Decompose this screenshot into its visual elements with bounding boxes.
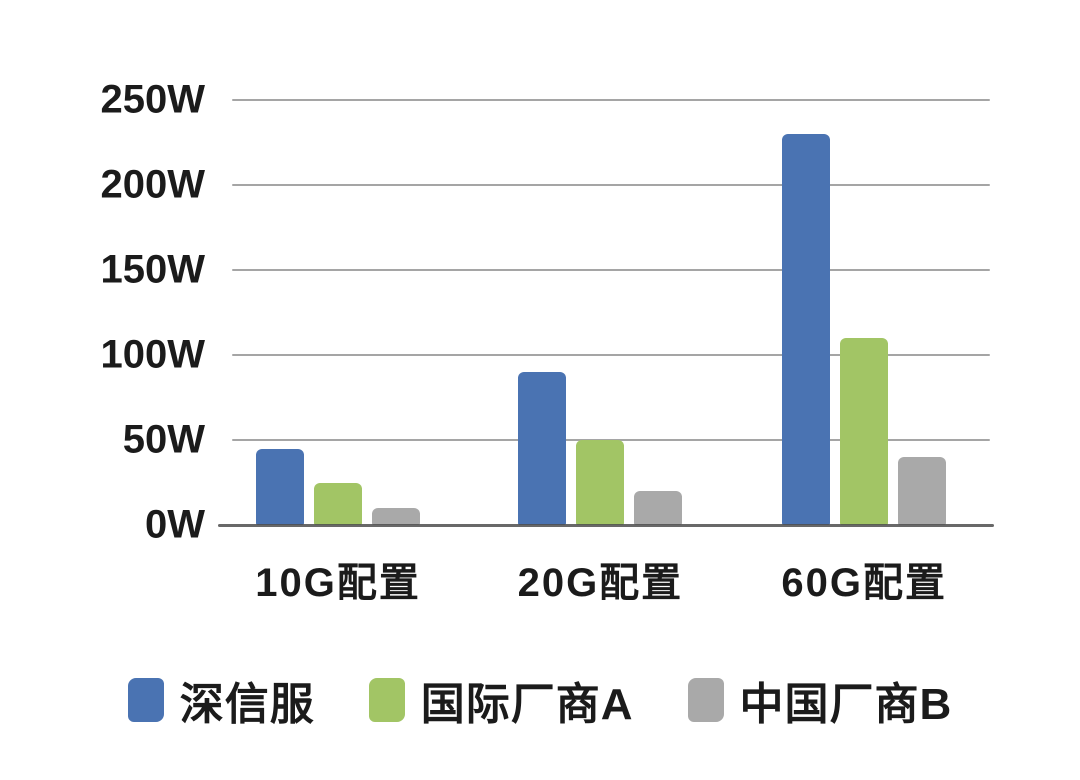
y-tick-label-1: 200W — [100, 162, 206, 207]
x-axis-label-2: 60G配置 — [781, 561, 947, 605]
y-tick-label-3: 100W — [100, 332, 206, 377]
bar-series-0-cat-1 — [518, 372, 567, 525]
bar-series-0-cat-2 — [782, 134, 831, 525]
plot-area — [218, 99, 994, 527]
legend-swatch-2 — [687, 678, 724, 722]
gridline-100W — [232, 354, 990, 356]
bar-series-2-cat-0 — [372, 508, 421, 525]
legend-swatch-0 — [127, 678, 164, 722]
gridline-200W — [232, 184, 990, 186]
y-tick-label-5: 0W — [145, 502, 205, 547]
bar-series-1-cat-1 — [576, 440, 625, 525]
legend-item-2: 中国厂商B — [687, 668, 953, 732]
gridline-150W — [232, 269, 990, 271]
legend-item-0: 深信服 — [127, 668, 315, 732]
legend-label-0: 深信服 — [179, 680, 315, 729]
gridline-250W — [232, 99, 990, 101]
y-tick-label-0: 250W — [100, 77, 206, 122]
bar-series-2-cat-1 — [634, 491, 683, 525]
x-axis-label-1: 20G配置 — [517, 561, 684, 605]
x-axis-labels: 10G配置 20G配置 60G配置 — [232, 550, 990, 610]
x-axis-line — [218, 524, 994, 527]
x-axis-label-0: 10G配置 — [255, 561, 421, 605]
legend-item-1: 国际厂商A — [368, 668, 634, 732]
y-axis-labels: 250W 200W 150W 100W 50W 0W — [55, 78, 206, 547]
legend: 深信服 国际厂商A 中国厂商B — [0, 668, 1080, 732]
y-tick-label-4: 50W — [122, 417, 205, 462]
bar-series-2-cat-2 — [898, 457, 947, 525]
bar-series-0-cat-0 — [256, 448, 305, 525]
legend-label-2: 中国厂商B — [739, 680, 953, 729]
bar-series-1-cat-2 — [840, 338, 889, 525]
y-tick-label-2: 150W — [100, 247, 206, 292]
legend-label-1: 国际厂商A — [420, 680, 634, 729]
bar-series-1-cat-0 — [314, 482, 363, 525]
legend-swatch-1 — [368, 678, 405, 722]
